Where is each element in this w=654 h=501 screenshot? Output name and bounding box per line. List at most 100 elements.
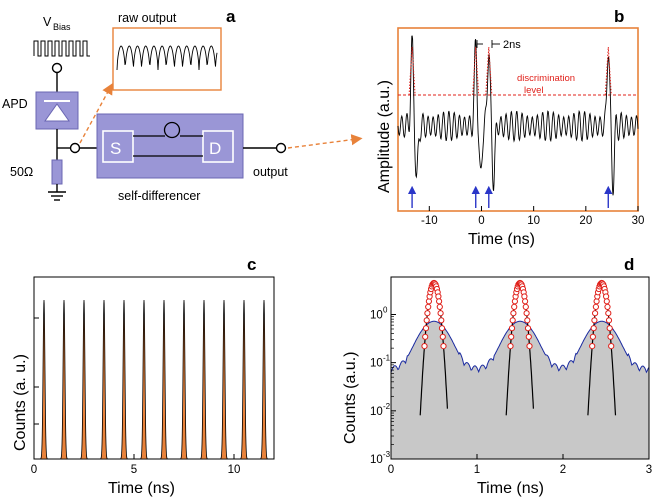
- raw-output-label: raw output: [118, 11, 177, 25]
- output-label: output: [253, 165, 288, 179]
- x-tick-label: 3: [646, 464, 652, 476]
- x-tick-label: 20: [579, 215, 592, 227]
- y-tick-base: 10: [370, 406, 383, 418]
- y-tick-exponent: -2: [383, 402, 391, 411]
- panel-d-x-ticks: 0 1 2 3: [388, 454, 652, 476]
- raw-output-pointer: [79, 83, 113, 144]
- y-tick-exponent: -3: [383, 450, 391, 459]
- x-tick-label: 2: [560, 464, 566, 476]
- count-peak: [179, 299, 189, 460]
- panel-d-frame: [390, 276, 650, 460]
- x-tick-label: 0: [31, 464, 37, 476]
- data-point: [440, 343, 447, 350]
- count-peak: [119, 299, 129, 460]
- data-point: [424, 310, 431, 317]
- count-peak: [99, 299, 109, 460]
- data-point: [425, 303, 432, 310]
- panel-d-data-points: [421, 279, 615, 350]
- panel-b-peak-highlights: [408, 46, 612, 96]
- data-point: [437, 310, 444, 317]
- x-tick-label: 10: [228, 464, 241, 476]
- resistor-label: 50Ω: [10, 165, 33, 179]
- data-point: [436, 298, 443, 305]
- data-point: [508, 333, 515, 340]
- output-terminal: [275, 142, 287, 154]
- count-peak: [159, 299, 169, 460]
- data-point: [524, 325, 532, 332]
- x-tick-label: 10: [527, 215, 540, 227]
- y-tick-base: 10: [370, 454, 383, 466]
- panel-b-xlabel: Time (ns): [468, 231, 535, 248]
- panel-c-peaks: [39, 299, 269, 460]
- ground-icon: [48, 191, 66, 201]
- splitter-s: [102, 130, 134, 163]
- count-peak: [139, 299, 149, 460]
- panel-c-xlabel: Time (ns): [108, 480, 175, 497]
- data-point: [603, 298, 610, 305]
- data-point: [522, 303, 529, 310]
- gate-square-wave: [33, 40, 90, 57]
- count-peak: [39, 299, 49, 460]
- data-point: [436, 303, 443, 310]
- combiner-d: [202, 130, 234, 163]
- x-tick-label: 30: [632, 215, 645, 227]
- x-tick-label: 1: [474, 464, 480, 476]
- delay-lines: [133, 121, 203, 157]
- x-tick-label: 0: [478, 215, 484, 227]
- data-point: [592, 303, 600, 310]
- panel-c-frame: [33, 276, 275, 460]
- panel-d-broad-distribution: [390, 320, 650, 460]
- raw-output-trace: [116, 45, 218, 71]
- data-point: [607, 333, 614, 340]
- count-peak: [259, 299, 269, 460]
- panel-a-letter: a: [226, 7, 236, 26]
- data-point: [589, 343, 596, 350]
- panel-a: a V Bias APD 50Ω raw output: [2, 7, 363, 203]
- data-point: [422, 333, 429, 340]
- data-point: [605, 310, 612, 317]
- count-peak: [239, 299, 249, 460]
- data-point: [592, 310, 599, 317]
- data-point: [524, 317, 531, 324]
- data-point: [421, 343, 428, 350]
- panel-b-letter: b: [614, 7, 624, 26]
- data-point: [590, 325, 597, 332]
- output-pointer: [287, 134, 363, 149]
- x-tick-label: 0: [388, 464, 394, 476]
- data-point: [439, 333, 446, 340]
- panel-b: b discrimination level 2ns -10 0 10 20 30 Ti…: [376, 7, 644, 248]
- panel-c: c 0 5 10 Time (ns) Counts (a. u.): [12, 255, 275, 497]
- x-tick-label: 5: [131, 464, 137, 476]
- panel-b-trace: [397, 35, 639, 196]
- data-point: [523, 310, 530, 317]
- count-peak: [79, 299, 89, 460]
- panel-d-letter: d: [624, 255, 634, 274]
- pulse-gap-label: 2ns: [503, 39, 521, 51]
- combiner-d-label: D: [209, 139, 221, 158]
- discrimination-label-1: discrimination: [517, 73, 575, 84]
- panel-c-y-ticks: [34, 317, 39, 425]
- data-point: [522, 298, 529, 305]
- splitter-s-label: S: [110, 139, 121, 158]
- vbias-label: V: [43, 15, 52, 29]
- data-point: [423, 317, 430, 324]
- apd-output-node: [69, 142, 81, 154]
- y-tick-base: 10: [370, 309, 383, 321]
- data-point: [508, 325, 516, 332]
- self-differencer-label: self-differencer: [118, 189, 200, 203]
- panel-c-letter: c: [247, 255, 256, 274]
- bias-terminal: [51, 62, 63, 74]
- apd-label: APD: [2, 97, 28, 111]
- y-tick-exponent: -1: [383, 354, 391, 363]
- data-point: [510, 310, 517, 317]
- data-point: [526, 343, 533, 350]
- data-point: [605, 317, 613, 324]
- vbias-subscript: Bias: [53, 22, 71, 32]
- data-point: [591, 317, 598, 324]
- data-point: [606, 325, 613, 332]
- avalanche-arrows: [407, 185, 613, 208]
- panel-d-xlabel: Time (ns): [477, 480, 544, 497]
